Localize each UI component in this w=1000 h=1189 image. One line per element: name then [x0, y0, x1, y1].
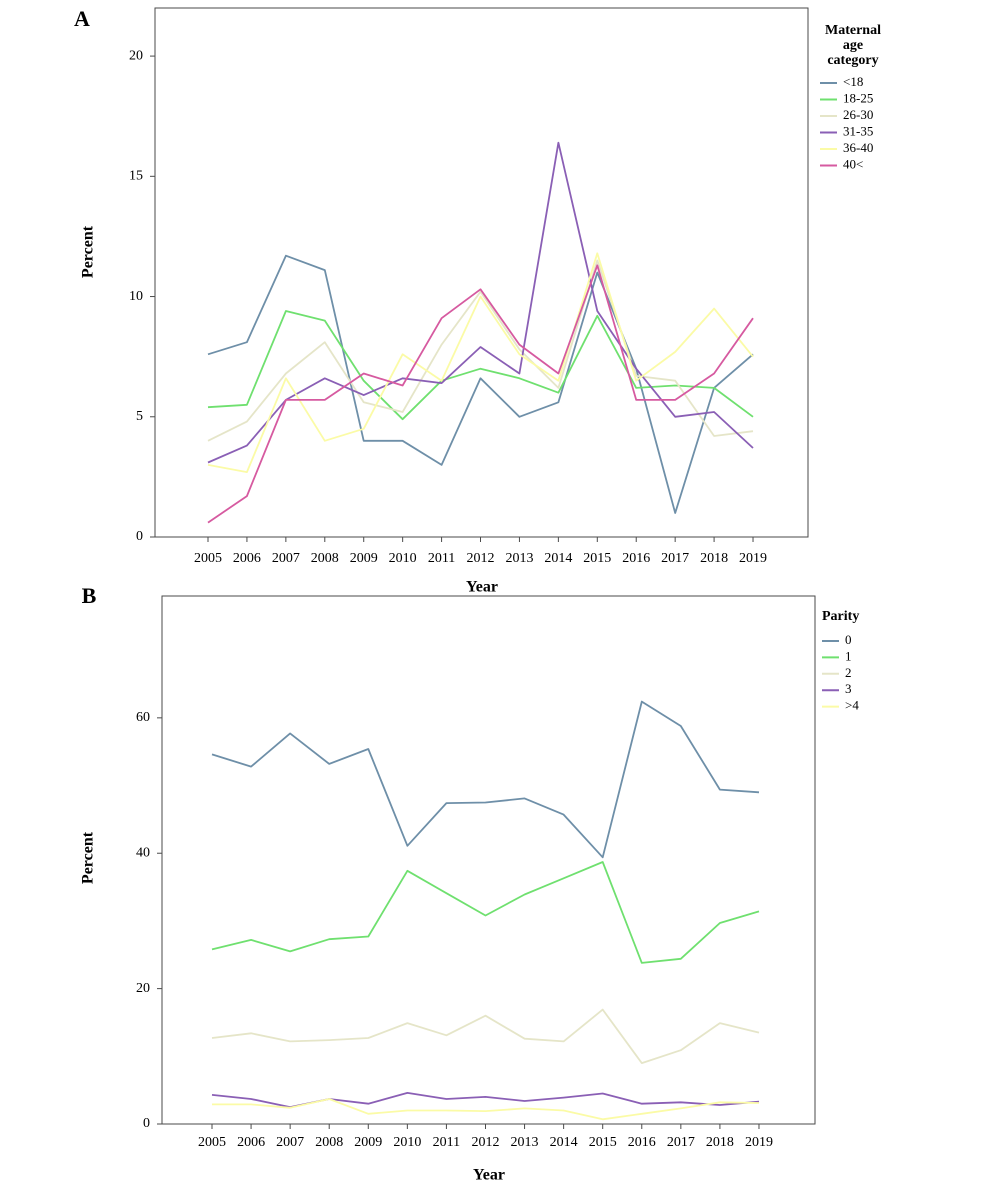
legend-label: 2 — [845, 665, 852, 680]
legend-title: age — [843, 38, 863, 53]
x-tick-label: 2008 — [311, 551, 339, 566]
y-tick-label: 20 — [129, 48, 143, 63]
series-line-4 — [212, 1098, 760, 1121]
x-tick-label: 2015 — [589, 1135, 617, 1150]
y-tick-label: 60 — [136, 710, 150, 725]
x-tick-label: 2005 — [194, 551, 222, 566]
y-tick-label: 15 — [129, 169, 143, 184]
series-line-36-40 — [207, 252, 754, 474]
legend-label: 40< — [843, 156, 863, 171]
plot-frame — [154, 7, 809, 538]
x-tick-label: 2009 — [350, 551, 378, 566]
panel-letter: B — [82, 583, 97, 608]
y-tick-label: 5 — [136, 409, 143, 424]
x-tick-label: 2012 — [467, 551, 495, 566]
x-tick-label: 2007 — [276, 1135, 304, 1150]
x-tick-label: 2011 — [428, 551, 455, 566]
x-tick-label: 2006 — [233, 551, 261, 566]
legend-label: 0 — [845, 632, 852, 647]
x-tick-label: 2016 — [628, 1135, 656, 1150]
x-tick-label: 2018 — [706, 1135, 734, 1150]
x-tick-label: 2010 — [389, 551, 417, 566]
legend-label: 1 — [845, 648, 852, 663]
x-tick-label: 2017 — [667, 1135, 695, 1150]
legend-label: 31-35 — [843, 123, 873, 138]
y-tick-label: 10 — [129, 289, 143, 304]
legend-label: 3 — [845, 681, 852, 696]
x-tick-label: 2005 — [198, 1135, 226, 1150]
legend-label: 18-25 — [843, 90, 873, 105]
series-line-18-25 — [207, 310, 754, 421]
panel-letter: A — [74, 6, 90, 31]
x-axis-title: Year — [473, 1167, 505, 1184]
x-tick-label: 2013 — [505, 551, 533, 566]
legend-title: category — [827, 53, 878, 68]
x-tick-label: 2012 — [471, 1135, 499, 1150]
legend-title: Maternal — [825, 23, 881, 38]
x-tick-label: 2017 — [661, 551, 689, 566]
legend-label: >4 — [845, 698, 859, 713]
series-line-26-30 — [207, 259, 754, 442]
series-line-18 — [207, 254, 754, 514]
y-tick-label: 20 — [136, 981, 150, 996]
x-tick-label: 2009 — [354, 1135, 382, 1150]
plot-frame — [161, 595, 816, 1125]
series-line-3 — [211, 1092, 760, 1108]
legend-label: <18 — [843, 74, 863, 89]
legend-title: Parity — [822, 609, 859, 624]
x-axis-title: Year — [466, 579, 498, 596]
y-tick-label: 0 — [136, 529, 143, 544]
series-line-2 — [211, 1008, 760, 1064]
x-tick-label: 2010 — [393, 1135, 421, 1150]
y-axis-title: Percent — [80, 225, 97, 278]
x-tick-label: 2018 — [700, 551, 728, 566]
y-tick-label: 0 — [143, 1116, 150, 1131]
x-tick-label: 2006 — [237, 1135, 265, 1150]
x-tick-label: 2007 — [272, 551, 300, 566]
x-tick-label: 2019 — [739, 551, 767, 566]
legend-label: 26-30 — [843, 107, 873, 122]
legend-label: 36-40 — [843, 140, 873, 155]
series-line-0 — [211, 700, 760, 859]
y-axis-title: Percent — [80, 831, 97, 884]
x-tick-label: 2016 — [622, 551, 650, 566]
x-tick-label: 2019 — [745, 1135, 773, 1150]
y-tick-label: 40 — [136, 845, 150, 860]
x-tick-label: 2014 — [550, 1135, 578, 1150]
series-line-40 — [207, 264, 754, 524]
series-line-1 — [211, 861, 760, 964]
x-tick-label: 2008 — [315, 1135, 343, 1150]
x-tick-label: 2015 — [583, 551, 611, 566]
x-tick-label: 2011 — [433, 1135, 460, 1150]
x-tick-label: 2014 — [544, 551, 572, 566]
series-line-31-35 — [207, 141, 754, 464]
x-tick-label: 2013 — [511, 1135, 539, 1150]
chart-panel-a: A 0 5 10 15 20 2005 2006 2007 2008 2009 2010 2011 201… — [74, 6, 881, 596]
